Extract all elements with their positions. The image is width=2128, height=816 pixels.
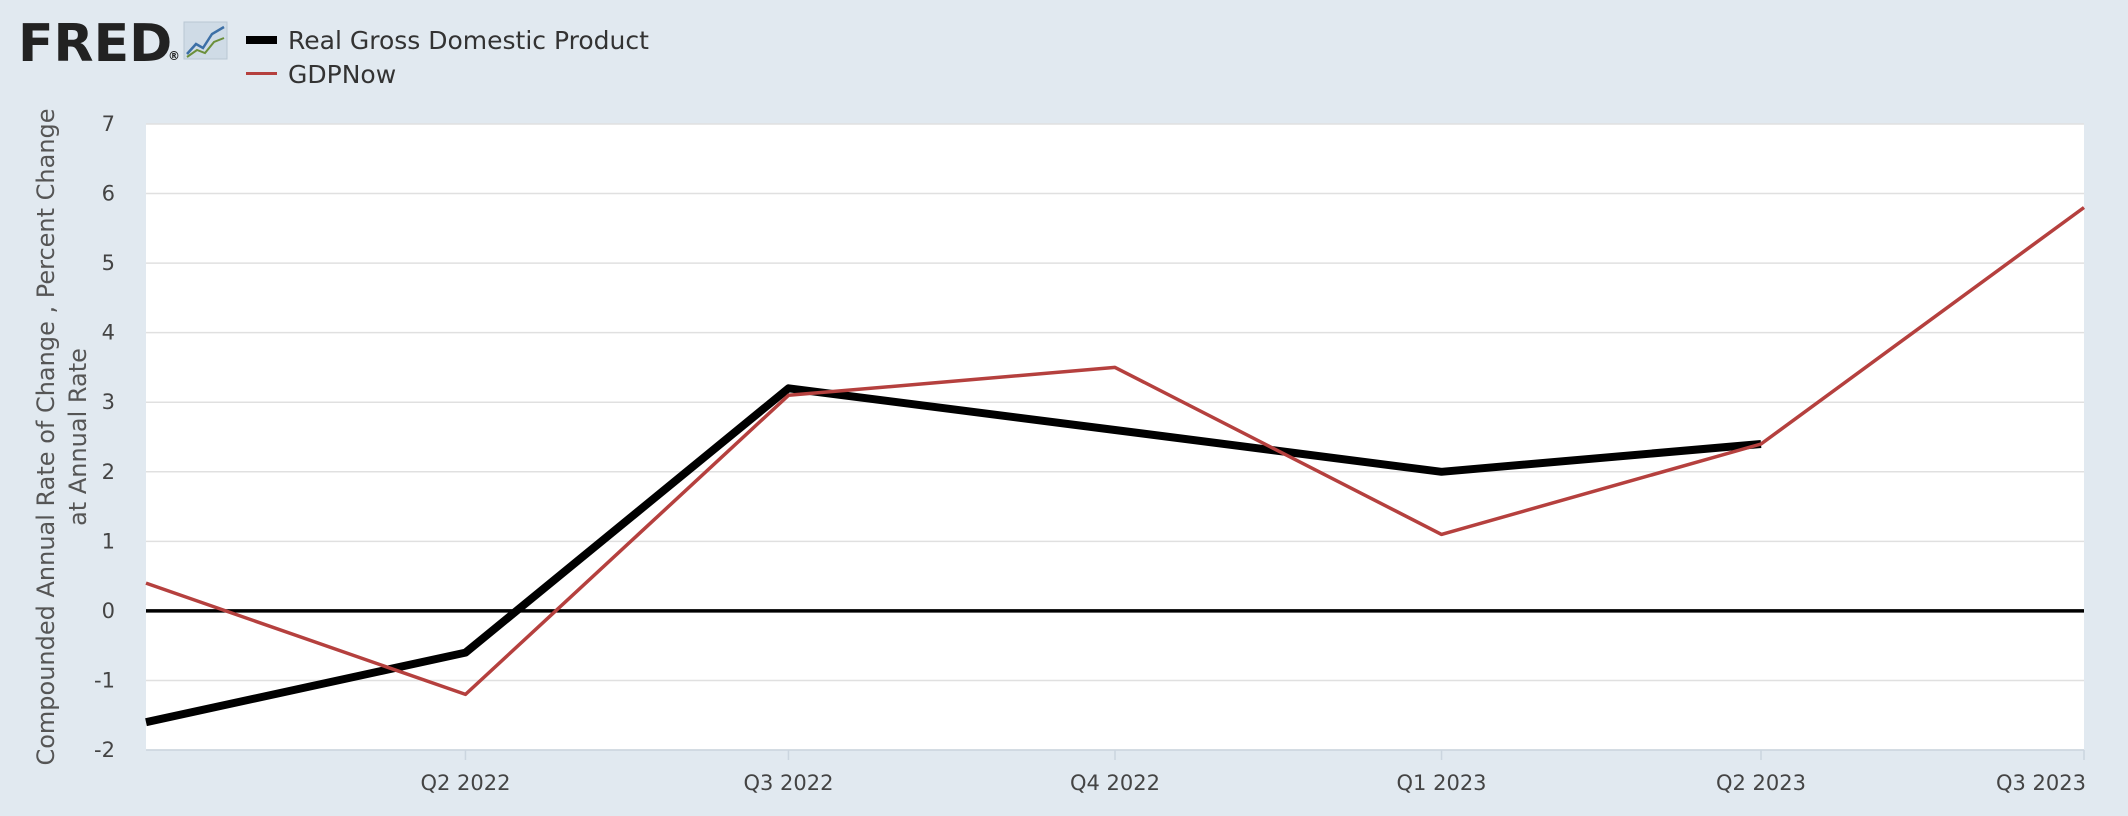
x-tick-label: Q2 2022 — [420, 771, 510, 795]
series-layer — [145, 206, 2086, 727]
line-chart-icon — [183, 21, 228, 60]
legend-label-gdp: Real Gross Domestic Product — [288, 26, 649, 55]
grid-lines — [146, 123, 2084, 751]
fred-logo[interactable]: FRED ® — [18, 14, 228, 74]
registered-mark: ® — [168, 49, 180, 63]
legend: Real Gross Domestic Product GDPNow — [246, 26, 649, 89]
y-axis-ticks: 7 6 5 4 3 2 1 0 -1 -2 — [94, 112, 115, 762]
x-tick-label: Q1 2023 — [1397, 771, 1487, 795]
legend-item-gdpnow[interactable]: GDPNow — [246, 60, 396, 89]
y-tick-label: 3 — [102, 390, 115, 414]
fred-logo-text: FRED — [18, 14, 172, 74]
y-axis-title-line2: at Annual Rate — [64, 348, 92, 526]
y-tick-label: 4 — [102, 321, 115, 345]
legend-item-gdp[interactable]: Real Gross Domestic Product — [246, 26, 649, 55]
y-tick-label: 5 — [102, 251, 115, 275]
y-axis-title-line1: Compounded Annual Rate of Change , Perce… — [32, 108, 60, 765]
legend-label-gdpnow: GDPNow — [288, 60, 396, 89]
x-tick-label: Q4 2022 — [1070, 771, 1160, 795]
series-line-gdp — [145, 384, 1762, 727]
y-tick-label: 0 — [102, 599, 115, 623]
legend-swatch-gdp — [246, 36, 277, 44]
x-tick-label: Q3 2022 — [743, 771, 833, 795]
y-tick-label: 6 — [102, 182, 115, 206]
y-tick-label: -2 — [94, 738, 115, 762]
series-gdpnow — [145, 206, 2086, 697]
legend-swatch-gdpnow — [246, 72, 277, 75]
y-tick-label: 1 — [102, 529, 115, 553]
x-tick-label: Q2 2023 — [1716, 771, 1806, 795]
y-tick-label: 2 — [102, 460, 115, 484]
y-tick-label: 7 — [102, 112, 115, 136]
series-gdp — [145, 384, 1762, 727]
x-tick-label: Q3 2023 — [1996, 771, 2086, 795]
y-axis-title: Compounded Annual Rate of Change , Perce… — [32, 108, 92, 765]
y-tick-label: -1 — [94, 668, 115, 692]
x-axis-ticks: Q2 2022 Q3 2022 Q4 2022 Q1 2023 Q2 2023 Q3 20… — [146, 749, 2086, 795]
series-line-gdpnow — [145, 206, 2086, 697]
